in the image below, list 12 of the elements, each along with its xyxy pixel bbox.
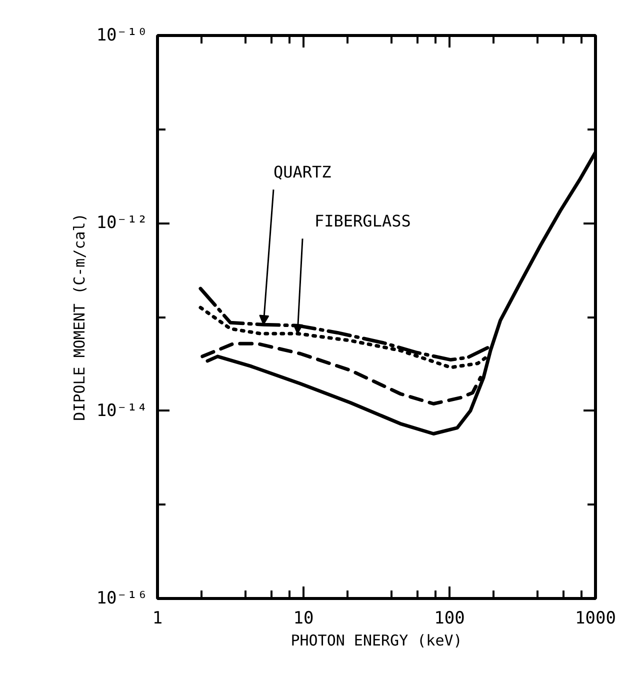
x-tick-label: 10	[293, 608, 314, 628]
y-tick-label: 10⁻¹⁶	[96, 588, 148, 608]
x-axis-title: PHOTON ENERGY (keV)	[290, 632, 462, 650]
x-tick-label: 100	[434, 608, 465, 628]
x-tick-label: 1	[152, 608, 163, 628]
y-axis-title: DIPOLE MOMENT (C-m/cal)	[70, 213, 88, 421]
annotation: QUARTZ	[273, 162, 332, 182]
y-tick-label: 10⁻¹⁴	[96, 400, 148, 421]
y-tick-label: 10⁻¹⁰	[96, 26, 148, 46]
annotation: FIBERGLASS	[314, 212, 411, 231]
y-tick-label: 10⁻¹²	[96, 213, 148, 234]
x-tick-label: 1000	[575, 608, 616, 628]
